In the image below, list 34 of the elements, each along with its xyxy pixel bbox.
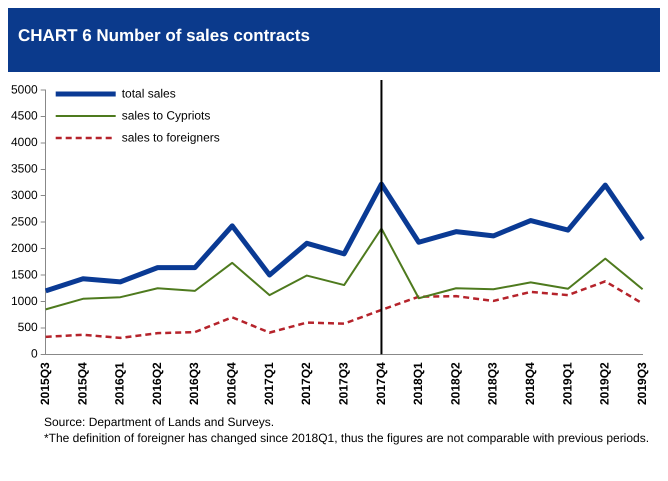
legend-label: sales to foreigners xyxy=(122,130,220,144)
y-tick-label: 1500 xyxy=(10,267,38,282)
chart-title: CHART 6 Number of sales contracts xyxy=(8,8,660,72)
x-tick-label: 2019Q1 xyxy=(560,362,574,405)
x-tick-label: 2017Q2 xyxy=(299,362,314,405)
x-tick-label: 2015Q4 xyxy=(75,362,90,405)
x-tick-label: 2018Q3 xyxy=(486,362,500,405)
y-tick-label: 4000 xyxy=(10,135,38,150)
y-tick-label: 2000 xyxy=(10,240,38,255)
x-tick-label: 2017Q4 xyxy=(374,362,388,405)
x-tick-label: 2016Q1 xyxy=(112,362,127,405)
x-tick-label: 2019Q2 xyxy=(598,362,612,405)
y-tick-label: 0 xyxy=(31,346,38,361)
y-tick-label: 4500 xyxy=(10,108,38,123)
y-tick-label: 1000 xyxy=(10,294,38,308)
x-tick-label: 2019Q3 xyxy=(634,362,649,405)
x-tick-label: 2018Q1 xyxy=(411,362,426,405)
x-tick-label: 2018Q4 xyxy=(522,362,537,405)
x-tick-label: 2016Q3 xyxy=(187,362,202,405)
x-tick-label: 2017Q3 xyxy=(336,362,350,405)
y-tick-label: 2500 xyxy=(10,214,38,228)
x-tick-label: 2017Q1 xyxy=(262,362,276,405)
y-tick-label: 3000 xyxy=(10,188,38,202)
x-tick-label: 2018Q2 xyxy=(448,362,462,405)
y-tick-label: 500 xyxy=(18,320,38,334)
x-tick-label: 2016Q4 xyxy=(224,362,239,405)
text: *The definition of foreigner has changed since 2018Q1, thus the figures are not comparable with previous periods. xyxy=(44,430,650,446)
y-tick-label: 5000 xyxy=(10,82,38,96)
source-note: Source: Department of Lands and Surveys. xyxy=(44,414,276,430)
legend-label: sales to Cypriots xyxy=(122,108,210,122)
x-tick-label: 2015Q3 xyxy=(38,362,52,405)
legend-label: total sales xyxy=(122,86,176,100)
x-tick-label: 2016Q2 xyxy=(150,362,164,405)
y-tick-label: 3500 xyxy=(10,162,38,176)
